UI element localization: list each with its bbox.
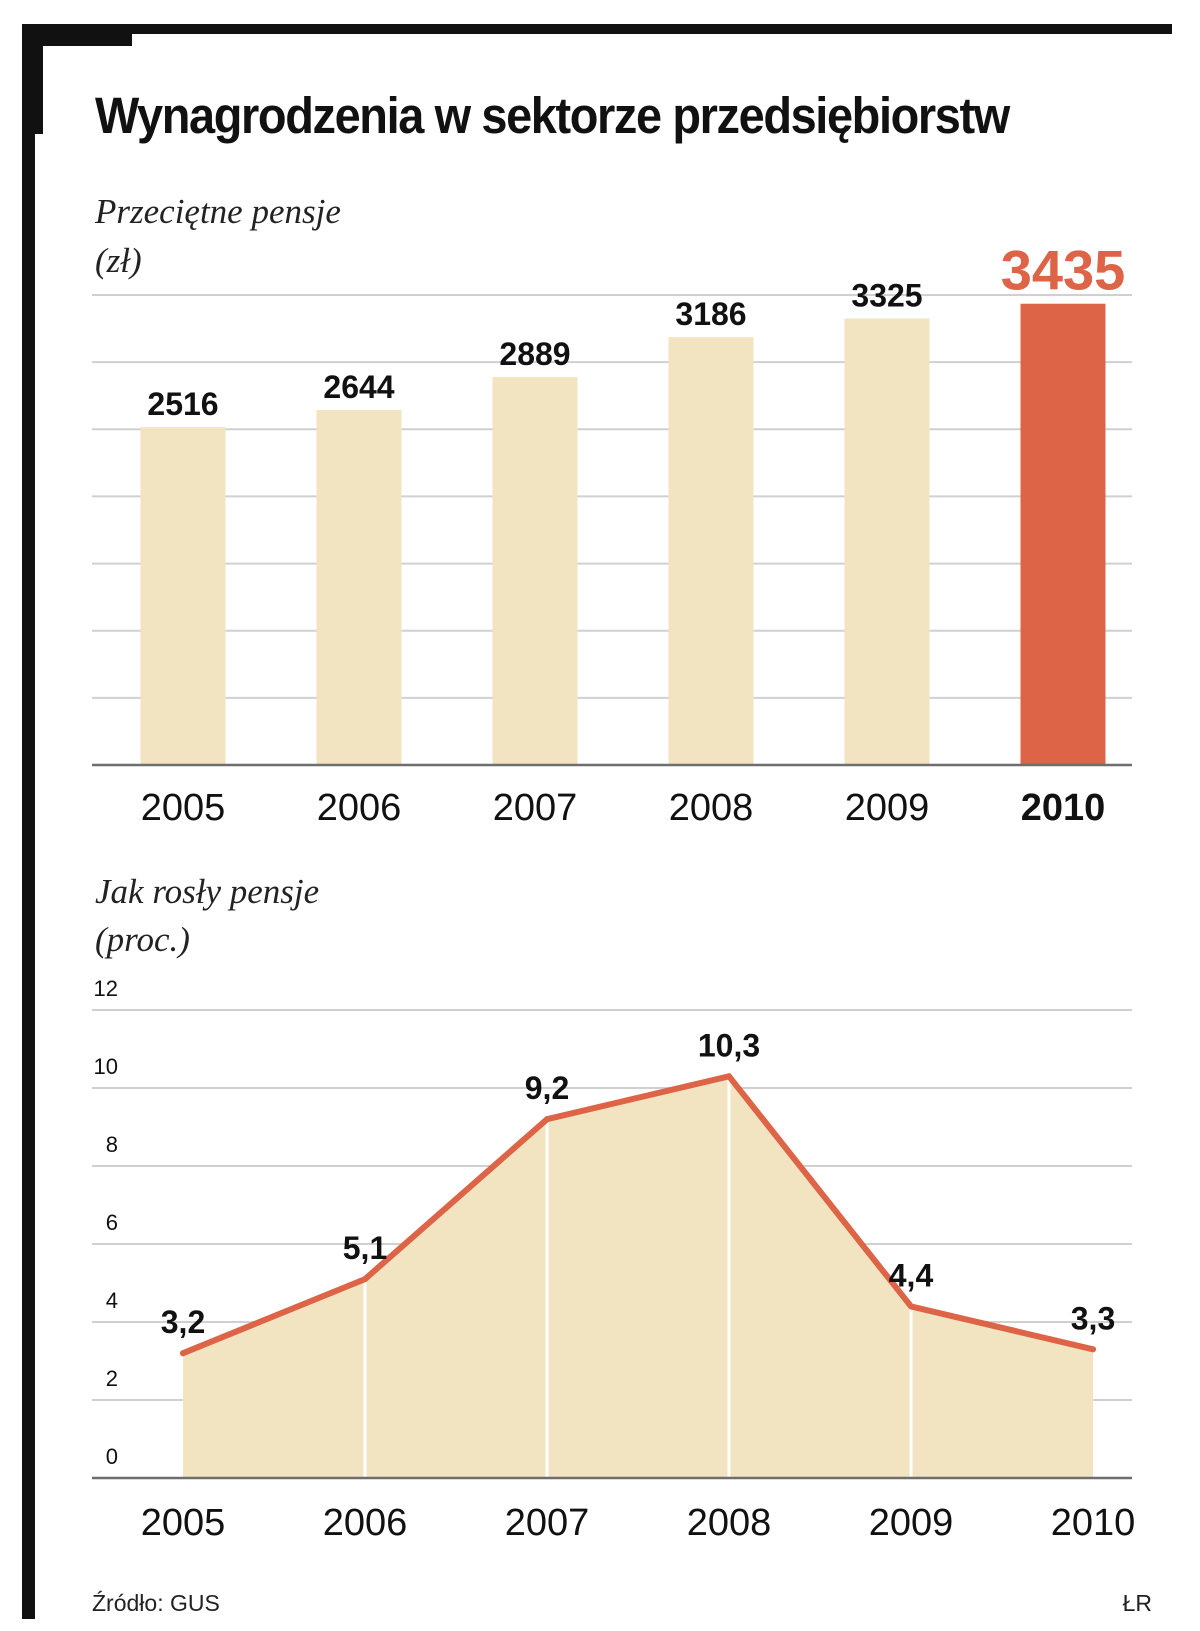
x-tick-label-2005: 2005 <box>141 1502 226 1544</box>
bar-value-label-2008: 3186 <box>675 296 746 332</box>
point-value-label-2007: 9,2 <box>525 1070 569 1106</box>
bar-chart: 2516 2005 2644 2006 2889 2007 3186 2008 3325 2009… <box>92 240 1132 829</box>
area-fill <box>183 1076 1093 1478</box>
frame-corner-block <box>22 24 132 46</box>
bar-value-label-2010: 3435 <box>1001 240 1126 302</box>
point-value-label-2009: 4,4 <box>889 1257 934 1293</box>
x-tick-label-2007: 2007 <box>505 1502 590 1544</box>
bar-2007 <box>492 377 578 765</box>
bar-chart-unit: (zł) <box>95 241 142 280</box>
y-tick-label-2: 2 <box>106 1366 118 1391</box>
y-tick-label-8: 8 <box>106 1132 118 1157</box>
growth-area-chart: 0 2 4 6 8 10 12 3,2 2005 5,1 2006 9,2 2007 10,3 2008 4,… <box>92 976 1136 1544</box>
y-tick-label-4: 4 <box>106 1288 118 1313</box>
x-tick-label-2008: 2008 <box>687 1502 772 1544</box>
x-tick-label-2006: 2006 <box>317 787 402 829</box>
x-tick-label-2005: 2005 <box>141 787 226 829</box>
data-point-2007 <box>544 1116 550 1123</box>
point-value-label-2005: 3,2 <box>161 1304 205 1340</box>
bar-2008 <box>668 337 754 765</box>
x-tick-label-2010: 2010 <box>1051 1502 1136 1544</box>
frame-left-rule <box>22 24 35 1619</box>
x-tick-label-2008: 2008 <box>669 787 754 829</box>
line-chart-subtitle: Jak rosły pensje <box>95 872 320 911</box>
point-value-label-2010: 3,3 <box>1071 1300 1115 1336</box>
x-tick-label-2006: 2006 <box>323 1502 408 1544</box>
x-tick-label-2007: 2007 <box>493 787 578 829</box>
x-tick-label-2009: 2009 <box>869 1502 954 1544</box>
x-tick-label-2009: 2009 <box>845 787 930 829</box>
data-point-2005 <box>180 1350 186 1357</box>
y-tick-label-0: 0 <box>106 1444 118 1469</box>
line-chart-unit: (proc.) <box>95 920 190 959</box>
data-point-2006 <box>362 1276 368 1283</box>
bar-2009 <box>844 318 930 765</box>
data-point-2008 <box>726 1073 732 1080</box>
source-note: Źródło: GUS <box>92 1590 220 1616</box>
bar-2005 <box>140 427 226 765</box>
author-initials: ŁR <box>1122 1590 1152 1616</box>
y-tick-label-12: 12 <box>94 976 118 1001</box>
y-tick-label-10: 10 <box>94 1054 118 1079</box>
frame-top-rule <box>22 24 1172 34</box>
bar-value-label-2007: 2889 <box>499 336 570 372</box>
bar-value-label-2005: 2516 <box>147 386 218 422</box>
growth-line <box>180 1073 1096 1357</box>
frame-corner-stub <box>22 24 43 134</box>
bar-value-label-2009: 3325 <box>851 278 922 314</box>
bar-2006 <box>316 409 402 765</box>
data-point-2009 <box>908 1303 914 1310</box>
data-point-2010 <box>1090 1346 1096 1353</box>
point-value-label-2008: 10,3 <box>698 1027 760 1063</box>
bar-chart-subtitle: Przeciętne pensje <box>95 192 341 231</box>
y-tick-label-6: 6 <box>106 1210 118 1235</box>
x-tick-label-2010: 2010 <box>1021 787 1106 829</box>
bar-2010 <box>1020 303 1106 765</box>
bar-value-label-2006: 2644 <box>323 369 394 405</box>
chart-title: Wynagrodzenia w sektorze przedsiębiorstw <box>95 87 1010 144</box>
point-value-label-2006: 5,1 <box>343 1230 387 1266</box>
